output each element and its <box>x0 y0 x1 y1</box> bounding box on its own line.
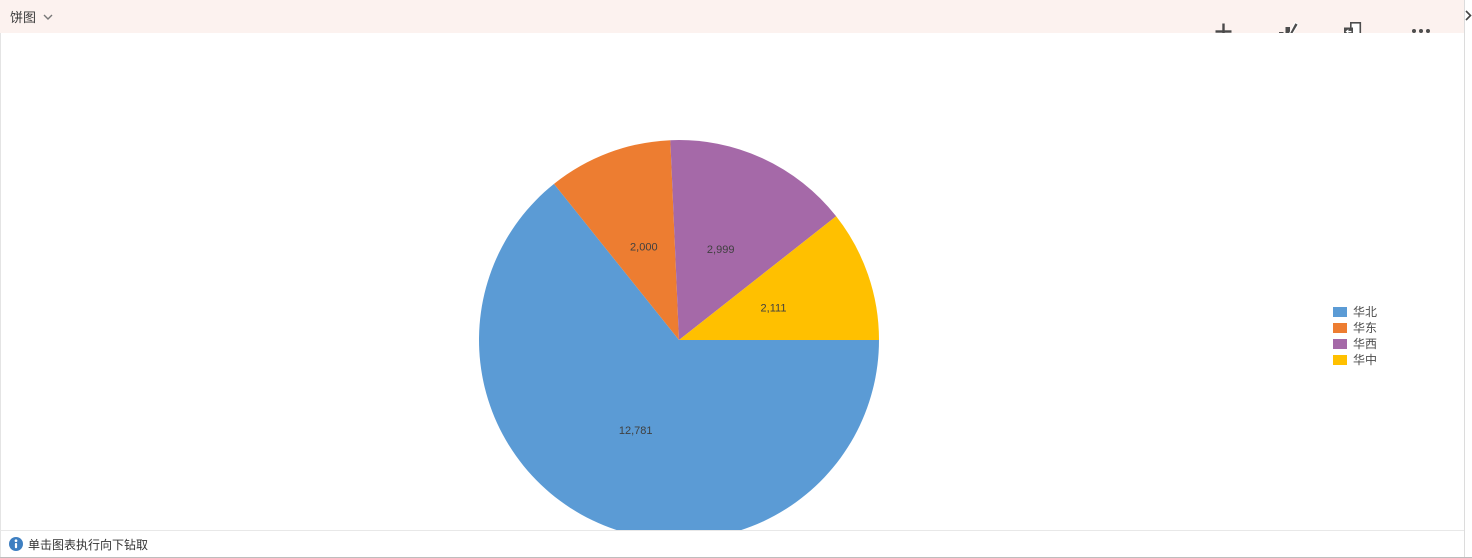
collapse-panel-button[interactable] <box>1464 8 1472 24</box>
legend-label: 华西 <box>1353 337 1378 351</box>
pie-slice-华东[interactable] <box>554 140 679 340</box>
chart-title: 饼图 <box>10 10 37 25</box>
widget-header: 饼图 <box>0 0 1464 33</box>
pie-slice-value-label: 2,111 <box>761 302 787 314</box>
panel-divider <box>1464 0 1465 557</box>
legend-item-华西[interactable]: 华西 <box>1333 336 1377 352</box>
chevron-down-icon <box>43 14 53 20</box>
pie-slice-华西[interactable] <box>670 140 837 340</box>
status-bar: 单击图表执行向下钻取 <box>0 530 1464 557</box>
legend-swatch <box>1333 307 1347 317</box>
legend-item-华北[interactable]: 华北 <box>1333 304 1377 320</box>
chart-card: 12,781 2,000 2,999 2,111 华北华东华西华中 <box>0 33 1464 540</box>
legend-label: 华东 <box>1353 321 1378 335</box>
legend-swatch <box>1333 323 1347 333</box>
pie-slice-value-label: 2,000 <box>630 241 658 253</box>
legend-item-华中[interactable]: 华中 <box>1333 352 1377 368</box>
chevron-right-icon <box>1464 9 1472 21</box>
pie-chart-svg[interactable]: 12,781 2,000 2,999 2,111 <box>474 135 884 545</box>
pie-slice-value-label: 2,999 <box>707 244 735 256</box>
drill-hint-text: 单击图表执行向下钻取 <box>28 537 149 552</box>
legend: 华北 华东 华西 华中 <box>1333 304 1377 368</box>
legend-label: 华北 <box>1353 305 1378 319</box>
info-circle-icon <box>9 537 23 551</box>
pie-slice-value-label: 12,781 <box>619 425 653 437</box>
legend-swatch <box>1333 355 1347 365</box>
ellipsis-icon <box>1412 29 1430 33</box>
legend-item-华东[interactable]: 华东 <box>1333 320 1377 336</box>
chart-title-dropdown[interactable]: 饼图 <box>10 0 53 33</box>
pie-slice-华中[interactable] <box>679 216 879 340</box>
pie-slice-华北[interactable] <box>478 183 879 540</box>
legend-swatch <box>1333 339 1347 349</box>
more-button[interactable] <box>1408 18 1434 44</box>
legend-label: 华中 <box>1353 353 1378 367</box>
